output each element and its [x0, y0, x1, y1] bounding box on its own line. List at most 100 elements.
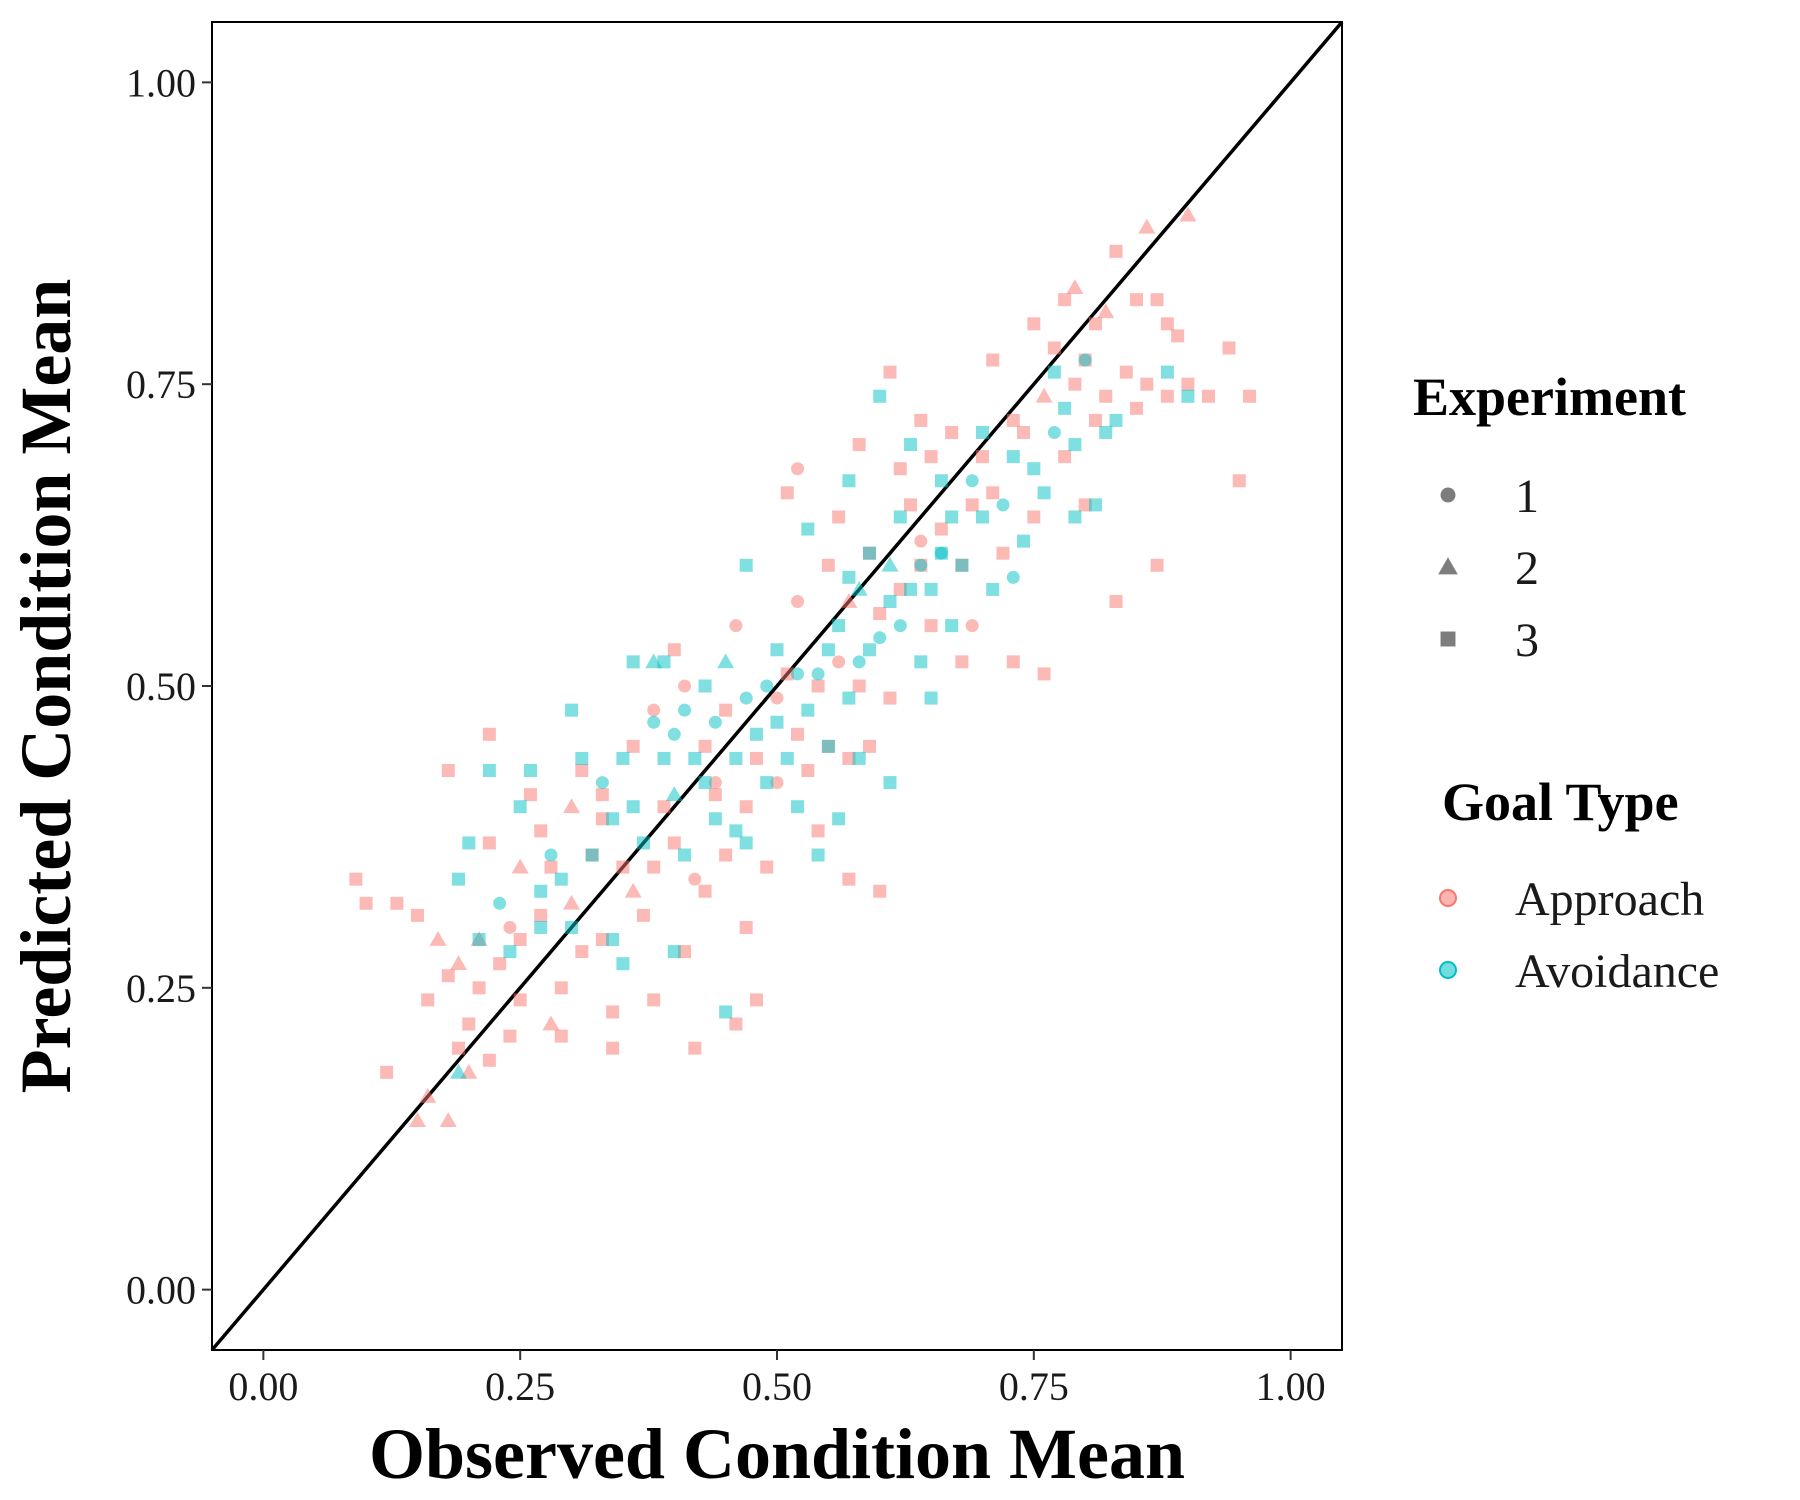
data-point — [717, 653, 735, 669]
data-point — [1058, 401, 1072, 415]
data-point — [791, 800, 805, 814]
legend-key-triangle — [1438, 557, 1458, 575]
data-point — [534, 920, 548, 934]
data-point — [667, 945, 681, 959]
data-point — [1150, 558, 1164, 572]
y-tick-label: 0.75 — [126, 362, 196, 407]
data-point — [1171, 329, 1185, 343]
data-point — [1058, 293, 1072, 307]
data-point — [513, 800, 527, 814]
data-point — [544, 848, 558, 862]
data-point — [1099, 389, 1113, 403]
y-tick-label: 0.50 — [126, 664, 196, 709]
data-point — [914, 655, 928, 669]
data-point — [975, 450, 989, 464]
data-point — [873, 884, 887, 898]
data-point — [791, 594, 805, 608]
series-approach — [349, 206, 1257, 1127]
x-axis-title: Observed Condition Mean — [369, 1414, 1185, 1494]
data-point — [1037, 667, 1051, 681]
data-point — [616, 860, 630, 874]
data-point — [624, 882, 642, 898]
legend-goal-type: Goal Type Approach Avoidance — [1439, 772, 1719, 998]
data-point — [606, 933, 620, 947]
data-point — [873, 389, 887, 403]
data-point — [945, 425, 959, 439]
data-point — [450, 1063, 468, 1079]
data-point — [1047, 425, 1061, 439]
data-point — [452, 1041, 466, 1055]
data-point — [791, 462, 805, 476]
data-point — [1037, 486, 1051, 500]
data-point — [893, 510, 907, 524]
data-point — [1058, 450, 1072, 464]
data-point — [616, 957, 630, 971]
legend-item-approach: Approach — [1439, 873, 1704, 926]
data-point — [780, 486, 794, 500]
data-point — [840, 592, 858, 608]
data-point — [749, 993, 763, 1007]
data-point — [1068, 377, 1082, 391]
data-point — [770, 715, 784, 729]
data-point — [534, 884, 548, 898]
data-point — [739, 836, 753, 850]
data-point — [801, 764, 815, 778]
identity-line — [210, 20, 1344, 1352]
data-point — [1179, 206, 1197, 222]
data-point — [472, 981, 486, 995]
data-point — [1160, 389, 1174, 403]
data-point — [760, 860, 774, 874]
data-point — [1017, 425, 1031, 439]
y-axis-title: Predicted Condition Mean — [6, 279, 86, 1094]
data-point — [657, 800, 671, 814]
data-point — [1109, 594, 1123, 608]
data-point — [719, 703, 733, 717]
data-point — [811, 848, 825, 862]
data-point — [688, 872, 702, 886]
data-point — [441, 764, 455, 778]
data-point — [893, 462, 907, 476]
data-point — [595, 933, 609, 947]
data-point — [904, 438, 918, 452]
data-point — [883, 776, 897, 790]
data-point — [544, 860, 558, 874]
data-point — [678, 703, 692, 717]
data-point — [595, 776, 609, 790]
data-point — [1097, 303, 1115, 319]
data-point — [842, 474, 856, 488]
data-point — [914, 558, 928, 572]
data-point — [924, 582, 938, 596]
data-point — [986, 486, 1000, 500]
data-point — [801, 522, 815, 536]
data-point — [1130, 401, 1144, 415]
data-point — [595, 788, 609, 802]
data-point — [904, 498, 918, 512]
data-point — [729, 824, 743, 838]
data-point — [852, 751, 866, 765]
data-point — [698, 679, 712, 693]
data-point — [1138, 218, 1156, 234]
data-point — [482, 727, 496, 741]
data-point — [996, 498, 1010, 512]
data-point — [811, 667, 825, 681]
data-point — [503, 920, 517, 934]
data-point — [1068, 438, 1082, 452]
data-point — [647, 715, 661, 729]
data-point — [429, 931, 447, 946]
data-point — [924, 619, 938, 633]
data-point — [1017, 534, 1031, 548]
data-point — [606, 1041, 620, 1055]
data-point — [719, 1005, 733, 1019]
x-tick-label: 0.50 — [742, 1364, 812, 1409]
data-point — [1078, 498, 1092, 512]
data-point — [934, 546, 948, 560]
data-point — [1088, 498, 1102, 512]
legend-item-avoidance: Avoidance — [1439, 945, 1719, 998]
data-point — [729, 751, 743, 765]
data-point — [1088, 317, 1102, 331]
data-point — [1109, 413, 1123, 427]
data-point — [450, 955, 468, 971]
data-point — [739, 558, 753, 572]
data-point — [493, 896, 507, 910]
data-point — [565, 920, 579, 934]
